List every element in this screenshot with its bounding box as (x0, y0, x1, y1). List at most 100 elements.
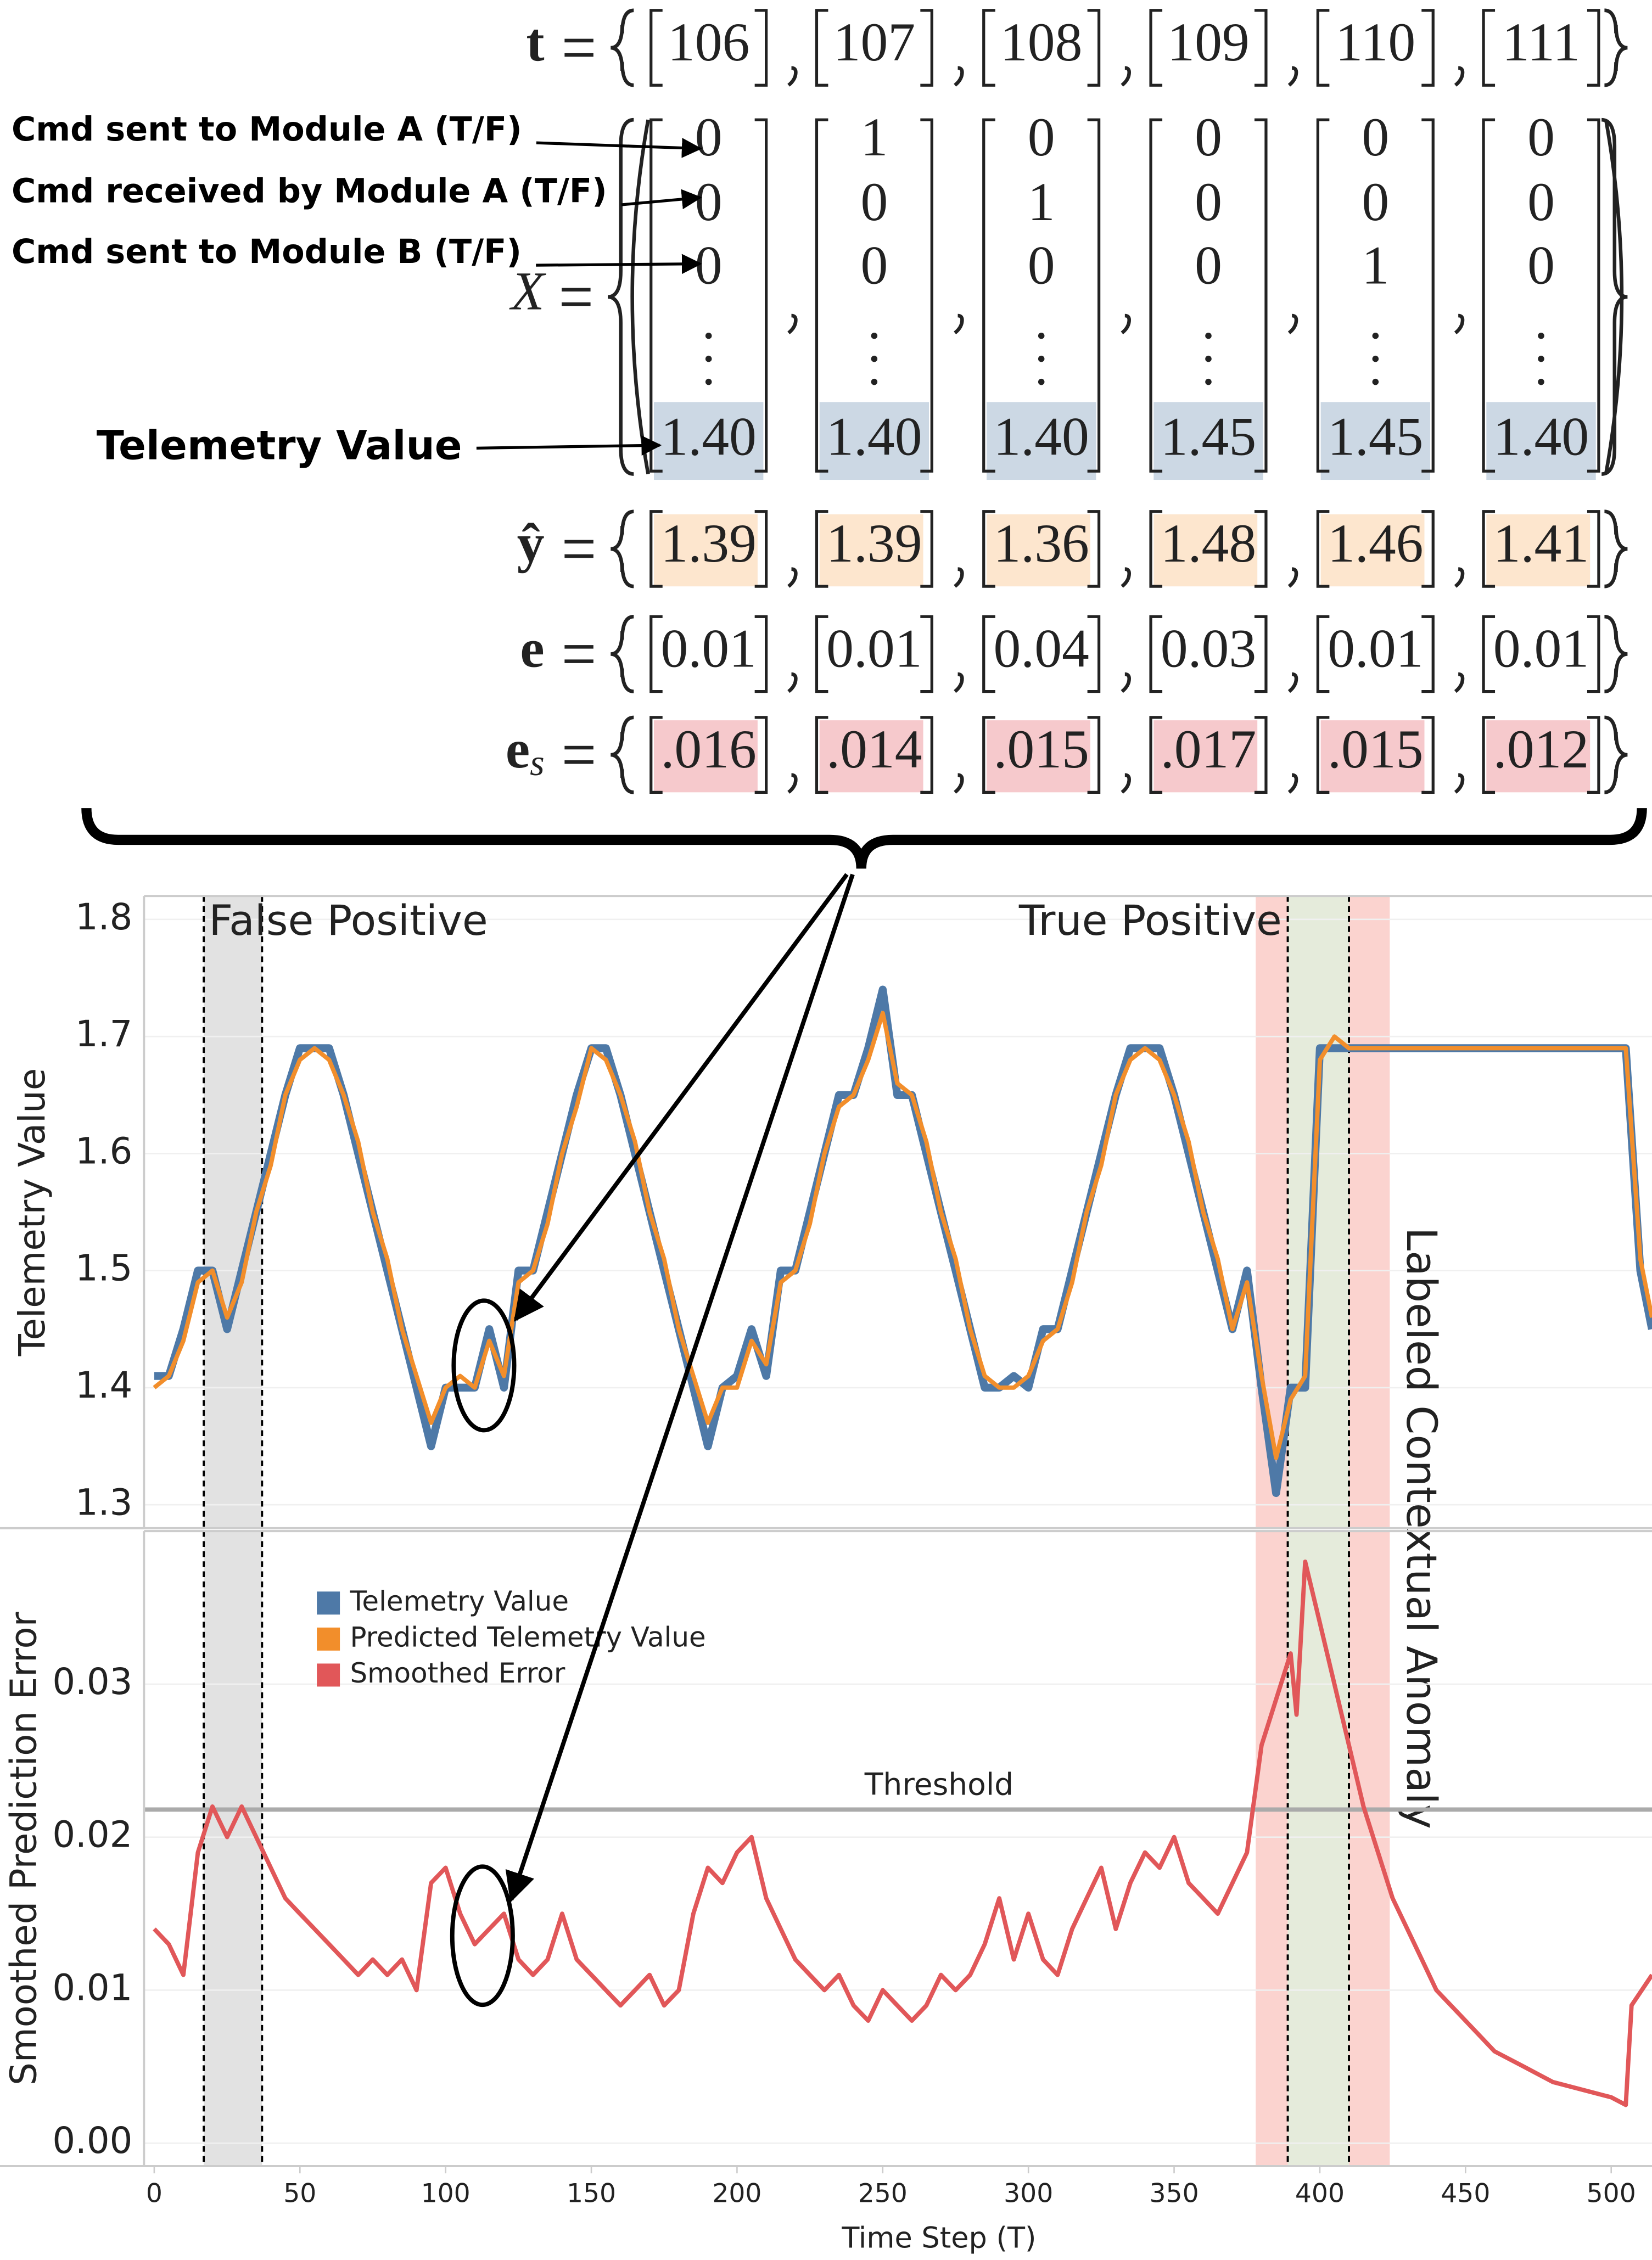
vector-value: .016 (660, 719, 756, 779)
legend-swatch (317, 1627, 340, 1651)
comma (1454, 567, 1465, 588)
comma (787, 773, 798, 794)
matrix-value: 0 (1362, 171, 1389, 232)
legend-label: Predicted Telemetry Value (350, 1621, 705, 1653)
brace (610, 8, 634, 87)
bracket (1149, 9, 1163, 87)
arrows (450, 873, 855, 2007)
y-tick-label: 1.3 (75, 1482, 132, 1523)
ellipsis-dot (871, 332, 878, 339)
symbol: X (509, 261, 547, 322)
y-tick-label: 1.7 (75, 1013, 132, 1055)
value-highlight (654, 402, 764, 480)
annotation: True Positive (1018, 896, 1282, 945)
comma (1121, 66, 1131, 87)
ellipsis-dot (1205, 332, 1212, 339)
value-highlight (987, 402, 1096, 480)
y-tick-label: 1.5 (75, 1248, 132, 1289)
vector-value: 0.01 (1328, 618, 1423, 678)
symbol-text: e (506, 719, 530, 779)
label-arrow (536, 138, 702, 158)
bracket (649, 615, 663, 693)
matrix-value: 1.40 (993, 406, 1089, 467)
vector-value: 108 (1000, 12, 1083, 72)
matrix-value: 0 (1195, 235, 1222, 296)
bracket (649, 510, 663, 588)
bracket (1254, 9, 1268, 87)
row-label: Cmd received by Module A (T/F) (12, 172, 607, 211)
vector-value: .014 (826, 719, 922, 779)
vector-value: 0.01 (660, 618, 756, 678)
brace (610, 715, 634, 794)
comma (1454, 313, 1465, 335)
vector-value: .017 (1161, 719, 1256, 779)
x-tick-label: 100 (421, 2178, 471, 2208)
comma (1287, 672, 1298, 693)
paren (1604, 119, 1624, 475)
y-tick-label: 1.8 (75, 896, 132, 938)
label-arrow (621, 189, 702, 210)
bracket (1316, 716, 1330, 794)
bracket (982, 716, 995, 794)
comma (1454, 66, 1465, 87)
bracket (1087, 118, 1101, 473)
bracket (754, 118, 768, 473)
vector-value: 0.01 (826, 618, 922, 678)
ellipsis-dot (1538, 355, 1544, 362)
highlight-ellipse (451, 1298, 517, 1433)
comma (787, 672, 798, 693)
vector-value: 1.39 (826, 513, 922, 574)
symbol-text: ŷ (517, 513, 545, 574)
bracket (754, 9, 768, 87)
vector-value: 1.46 (1328, 513, 1423, 574)
bracket (1149, 510, 1163, 588)
ellipsis-dot (1538, 332, 1544, 339)
brace (1604, 614, 1628, 693)
y-tick-label: 0.01 (52, 1967, 132, 2009)
ellipsis-dot (1205, 355, 1212, 362)
annotation: Labeled Contextual Anomaly (1397, 1227, 1446, 1829)
bracket (1087, 9, 1101, 87)
bracket (982, 510, 995, 588)
ellipsis-dot (871, 378, 878, 385)
value-highlight (819, 514, 923, 587)
comma (1121, 773, 1131, 794)
label-arrow (476, 435, 662, 456)
matrix-value: 0 (1195, 106, 1222, 167)
symbol: e (520, 618, 544, 678)
bracket (1316, 615, 1330, 693)
x-tick-label: 0 (146, 2178, 163, 2208)
y-tick-label: 0.03 (52, 1661, 132, 1703)
bracket (1587, 118, 1600, 473)
matrix-value: 0 (695, 106, 723, 167)
matrix-value: 0 (1028, 106, 1055, 167)
label-arrow (536, 254, 702, 274)
value-highlight (1320, 720, 1425, 793)
vector-value: 0.03 (1161, 618, 1256, 678)
bracket (1254, 118, 1268, 473)
bracket (1254, 716, 1268, 794)
bracket (1587, 615, 1600, 693)
vector-value: 109 (1167, 12, 1250, 72)
bracket (815, 716, 828, 794)
annotation: False Positive (209, 896, 488, 945)
bracket (920, 716, 933, 794)
x-tick-label: 150 (567, 2178, 616, 2208)
bracket (815, 9, 828, 87)
bracket (1482, 716, 1496, 794)
bracket (1316, 118, 1330, 473)
bracket (754, 510, 768, 588)
x-tick-label: 450 (1441, 2178, 1490, 2208)
y-tick-label: 0.02 (52, 1814, 132, 1856)
matrix-value: 1 (1028, 171, 1055, 232)
highlight-ellipse (450, 1864, 515, 2007)
x-tick-label: 200 (712, 2178, 761, 2208)
matrix-value: 1.40 (660, 406, 756, 467)
value-highlight (1320, 514, 1425, 587)
comma (1121, 672, 1131, 693)
value-highlight (1486, 514, 1591, 587)
threshold-label: Threshold (864, 1767, 1013, 1802)
symbol-text: e (520, 618, 544, 678)
ellipsis-dot (1372, 355, 1379, 362)
